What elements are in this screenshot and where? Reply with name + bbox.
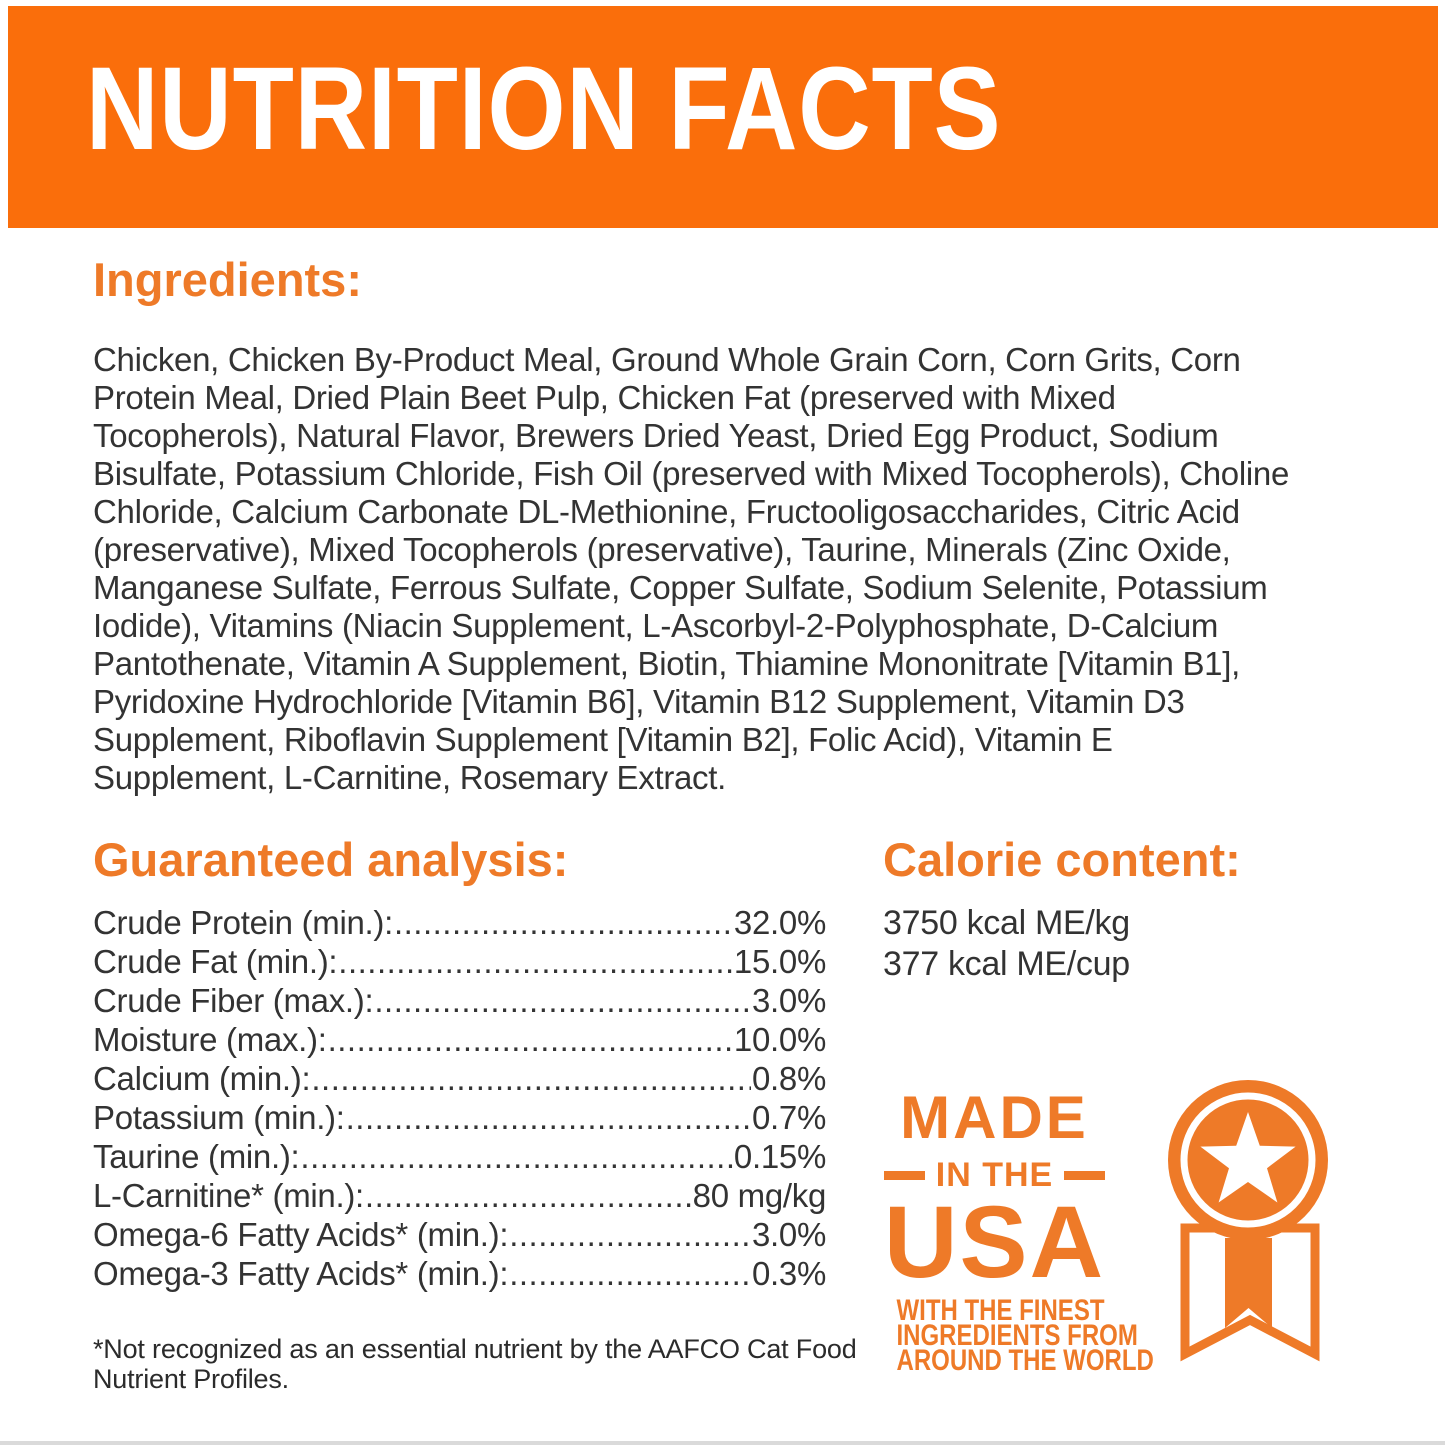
award-ribbon-star-icon: [1168, 1080, 1328, 1362]
dash-decoration: [883, 1170, 925, 1180]
star-icon: [1200, 1112, 1296, 1203]
calorie-content-heading: Calorie content:: [883, 833, 1241, 886]
ingredients-line: Bisulfate, Potassium Chloride, Fish Oil …: [93, 455, 1290, 492]
ingredients-line: Iodide), Vitamins (Niacin Supplement, L-…: [93, 607, 1219, 644]
guaranteed-analysis-heading: Guaranteed analysis:: [93, 833, 569, 886]
analysis-value: 10.0%: [733, 1021, 826, 1058]
dot-leader: [394, 903, 733, 942]
analysis-label: Potassium (min.):: [93, 1099, 345, 1136]
made-in-usa-block: MADE IN THE USA WITH THE FINEST INGREDIE…: [872, 1084, 1154, 1377]
analysis-value: 32.0%: [733, 904, 826, 941]
analysis-row: Moisture (max.): 10.0%: [93, 1020, 826, 1059]
analysis-row: Crude Fiber (max.): 3.0%: [93, 981, 826, 1020]
ribbon-center-band: [1225, 1238, 1272, 1328]
analysis-label: L-Carnitine* (min.):: [93, 1177, 364, 1214]
analysis-value: 3.0%: [751, 982, 826, 1019]
analysis-row: Taurine (min.): 0.15%: [93, 1137, 826, 1176]
analysis-label: Omega-3 Fatty Acids* (min.):: [93, 1255, 509, 1292]
analysis-row: Omega-3 Fatty Acids* (min.): 0.3%: [93, 1254, 826, 1293]
analysis-label: Moisture (max.):: [93, 1021, 327, 1058]
medal-inner-ring: [1180, 1092, 1316, 1228]
ingredients-line: Chloride, Calcium Carbonate DL-Methionin…: [93, 493, 1240, 530]
analysis-value: 0.3%: [751, 1255, 826, 1292]
dot-leader: [300, 1137, 733, 1176]
footnote-line: *Not recognized as an essential nutrient…: [93, 1334, 857, 1364]
analysis-label: Omega-6 Fatty Acids* (min.):: [93, 1216, 509, 1253]
analysis-row: L-Carnitine* (min.): 80 mg/kg: [93, 1176, 826, 1215]
analysis-label: Crude Fat (min.):: [93, 943, 338, 980]
ingredients-line: Pantothenate, Vitamin A Supplement, Biot…: [93, 645, 1240, 682]
analysis-label: Calcium (min.):: [93, 1060, 311, 1097]
ingredients-heading: Ingredients:: [93, 253, 362, 306]
analysis-label: Crude Protein (min.):: [93, 904, 393, 941]
usa-text: USA: [883, 1185, 1106, 1299]
analysis-label: Crude Fiber (max.):: [93, 982, 374, 1019]
ingredients-line: Tocopherols), Natural Flavor, Brewers Dr…: [93, 417, 1219, 454]
dot-leader: [509, 1215, 751, 1254]
ingredients-line: Protein Meal, Dried Plain Beet Pulp, Chi…: [93, 379, 1116, 416]
footnote-line: Nutrient Profiles.: [93, 1364, 289, 1394]
analysis-row: Omega-6 Fatty Acids* (min.): 3.0%: [93, 1215, 826, 1254]
dot-leader: [374, 981, 751, 1020]
ingredients-line: (preservative), Mixed Tocopherols (prese…: [93, 531, 1231, 568]
footnote: *Not recognized as an essential nutrient…: [93, 1334, 857, 1394]
ingredients-line: Chicken, Chicken By-Product Meal, Ground…: [93, 341, 1241, 378]
dot-leader: [365, 1176, 692, 1215]
analysis-label: Taurine (min.):: [93, 1138, 300, 1175]
ingredients-line: Manganese Sulfate, Ferrous Sulfate, Copp…: [93, 569, 1268, 606]
calorie-line: 377 kcal ME/cup: [883, 945, 1130, 983]
analysis-value: 0.8%: [751, 1060, 826, 1097]
analysis-value: 0.15%: [733, 1138, 826, 1175]
ingredients-line: Pyridoxine Hydrochloride [Vitamin B6], V…: [93, 683, 1185, 720]
usa-tagline: WITH THE FINEST INGREDIENTS FROM AROUND …: [872, 1293, 1154, 1377]
ingredients-line: Supplement, L-Carnitine, Rosemary Extrac…: [93, 759, 726, 796]
analysis-value: 0.7%: [751, 1099, 826, 1136]
analysis-row: Crude Fat (min.): 15.0%: [93, 942, 826, 981]
analysis-row: Calcium (min.): 0.8%: [93, 1059, 826, 1098]
dash-decoration: [1064, 1170, 1106, 1180]
tagline-line: AROUND THE WORLD: [896, 1343, 1154, 1377]
analysis-row: Potassium (min.): 0.7%: [93, 1098, 826, 1137]
ingredients-line: Supplement, Riboflavin Supplement [Vitam…: [93, 721, 1113, 758]
guaranteed-analysis-table: Crude Protein (min.): 32.0% Crude Fat (mi…: [93, 903, 826, 1293]
dot-leader: [346, 1098, 751, 1137]
calorie-line: 3750 kcal ME/kg: [883, 904, 1130, 942]
made-text: MADE: [900, 1084, 1089, 1151]
page-title: NUTRITION FACTS: [86, 43, 1002, 175]
analysis-value: 3.0%: [751, 1216, 826, 1253]
dot-leader: [509, 1254, 751, 1293]
bottom-edge-divider: [0, 1441, 1445, 1445]
analysis-value: 80 mg/kg: [692, 1177, 827, 1214]
tagline-line: WITH THE FINEST: [896, 1293, 1105, 1327]
dot-leader: [328, 1020, 733, 1059]
dot-leader: [338, 942, 733, 981]
ingredients-paragraph: Chicken, Chicken By-Product Meal, Ground…: [93, 341, 1393, 797]
header-banner: NUTRITION FACTS: [8, 6, 1438, 228]
dot-leader: [311, 1059, 751, 1098]
in-the-text: IN THE: [935, 1156, 1054, 1194]
analysis-row: Crude Protein (min.): 32.0%: [93, 903, 826, 942]
in-the-row: IN THE: [872, 1158, 1117, 1192]
analysis-value: 15.0%: [733, 943, 826, 980]
calorie-content-values: 3750 kcal ME/kg 377 kcal ME/cup: [883, 903, 1130, 985]
